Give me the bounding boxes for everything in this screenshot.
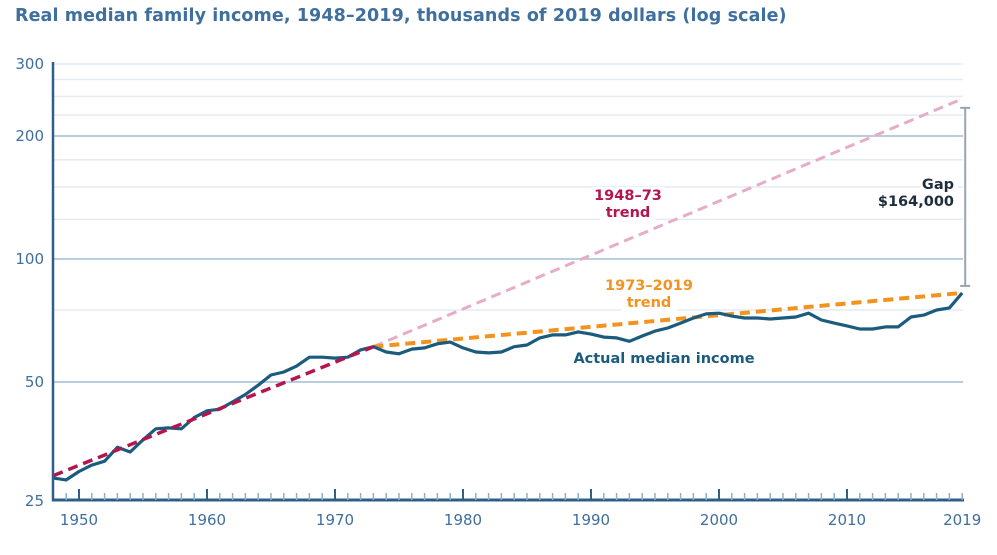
- gap-label: Gap: [922, 177, 954, 193]
- x-tick-label: 1980: [444, 511, 482, 529]
- x-tick-label: 1950: [60, 511, 98, 529]
- label-background: [590, 187, 666, 204]
- trend-1973-2019-label: trend: [627, 295, 672, 311]
- label-background: [602, 277, 696, 294]
- actual-income-series: [52, 291, 964, 482]
- y-tick-label: 50: [25, 373, 44, 391]
- x-tick-label: 2010: [828, 511, 866, 529]
- y-tick-label: 300: [15, 55, 44, 73]
- actual-income-line: [53, 291, 964, 482]
- trend-1948-73-label: trend: [606, 205, 651, 221]
- actual-income-label: Actual median income: [573, 351, 754, 367]
- y-tick-label: 100: [15, 250, 44, 268]
- annotations: 1948–73trend1973–2019trendGap$164,000Act…: [573, 106, 971, 367]
- x-tick-label: 1960: [188, 511, 226, 529]
- trend-lines: [372, 97, 963, 349]
- trend-1948-73-label: 1948–73: [594, 188, 662, 204]
- trend-1948-73-extended-line: [372, 97, 963, 349]
- y-tick-label: 200: [15, 127, 44, 145]
- axes: 25 50 100 200 300 1950 1960 1970 1980 1990 2000 201…: [15, 55, 981, 529]
- label-background: [621, 294, 677, 311]
- label-background: [920, 176, 958, 193]
- x-tick-label: 1970: [316, 511, 354, 529]
- trend-1948-73-line: [52, 345, 375, 478]
- label-background: [874, 193, 958, 210]
- chart-title: Real median family income, 1948–2019, th…: [15, 6, 787, 26]
- x-tick-label: 2000: [700, 511, 738, 529]
- label-background: [600, 204, 656, 221]
- x-tick-label: 2019: [943, 511, 981, 529]
- gridlines: [53, 63, 963, 383]
- trend-1973-2019-line: [373, 290, 963, 349]
- trend-1973-2019-label: 1973–2019: [605, 278, 693, 294]
- x-tick-label: 1990: [572, 511, 610, 529]
- gap-label: $164,000: [878, 194, 954, 210]
- y-tick-label: 25: [25, 492, 44, 510]
